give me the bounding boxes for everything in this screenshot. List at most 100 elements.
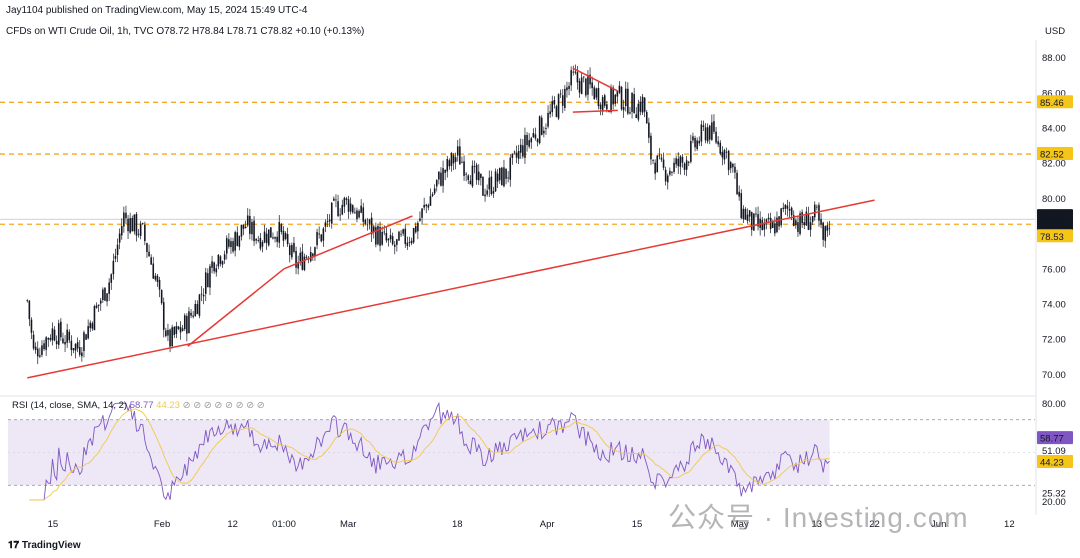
candle-body <box>528 140 530 147</box>
candle-body <box>297 262 299 269</box>
time-tick-label: 01:00 <box>272 519 296 530</box>
candle-body <box>408 242 411 243</box>
candle-body <box>215 268 218 273</box>
candle-body <box>595 88 598 98</box>
candle-body <box>49 337 52 340</box>
candle-body <box>652 160 654 161</box>
candle-body <box>755 213 757 215</box>
trendline <box>283 215 413 270</box>
candle-body <box>183 315 186 330</box>
candle-body <box>120 226 123 236</box>
candle-body <box>612 87 614 105</box>
candle-body <box>614 94 617 104</box>
tradingview-logo: 𝟏𝟕 TradingView <box>8 540 81 551</box>
candle-body <box>620 87 623 110</box>
candle-body <box>160 289 163 304</box>
candle-body <box>196 304 199 315</box>
candle-body <box>597 88 600 107</box>
candle-body <box>524 135 526 158</box>
candle-body <box>580 77 583 95</box>
rsi-tick-label: 51.09 <box>1042 446 1066 457</box>
candle-body <box>335 199 337 201</box>
candle-body <box>309 252 312 262</box>
candle-body <box>219 256 222 264</box>
candle-body <box>446 159 449 172</box>
candle-body <box>383 231 386 233</box>
candle-body <box>167 329 169 336</box>
price-tick-label: 70.00 <box>1042 370 1066 381</box>
candle-body <box>648 122 650 138</box>
candle-body <box>465 173 467 175</box>
price-tick-label: 76.00 <box>1042 264 1066 275</box>
candle-body <box>179 327 182 333</box>
candle-body <box>223 254 226 260</box>
candle-body <box>152 263 155 279</box>
candle-body <box>345 198 348 200</box>
candle-body <box>627 88 629 114</box>
candle-body <box>572 71 575 73</box>
candle-body <box>410 240 413 244</box>
candle-body <box>534 134 537 139</box>
candle-body <box>421 208 423 218</box>
candle-body <box>517 150 520 159</box>
candle-body <box>795 220 797 226</box>
candle-body <box>125 212 127 219</box>
candle-body <box>221 261 224 265</box>
candle-body <box>303 256 306 270</box>
candle-body <box>95 305 98 308</box>
candle-body <box>433 188 436 194</box>
tv-logo-icon: 𝟏𝟕 <box>8 540 20 551</box>
candle-body <box>240 224 243 237</box>
candle-body <box>606 104 608 110</box>
candle-body <box>784 204 787 209</box>
candle-body <box>746 214 749 221</box>
candle-body <box>255 238 257 241</box>
price-tag-label: 78.82 <box>1040 212 1064 223</box>
rsi-sma-line <box>29 408 830 501</box>
candle-body <box>532 132 535 138</box>
candle-body <box>603 95 606 106</box>
candle-body <box>278 222 281 243</box>
candle-body <box>257 240 260 241</box>
candle-body <box>561 95 564 106</box>
candle-body <box>127 218 129 232</box>
rsi-tick-label: 80.00 <box>1042 399 1066 410</box>
candle-body <box>738 191 740 197</box>
candle-body <box>666 175 669 183</box>
time-tick-label: 12 <box>1004 519 1015 530</box>
candle-body <box>398 231 400 241</box>
time-tick-label: 22 <box>869 519 880 530</box>
candle-body <box>51 328 54 341</box>
candle-body <box>106 293 108 302</box>
candle-body <box>274 237 276 239</box>
candle-body <box>635 114 638 118</box>
candle-body <box>576 72 579 83</box>
candle-body <box>387 238 390 241</box>
candle-body <box>364 219 367 225</box>
candle-body <box>650 135 652 160</box>
candle-body <box>47 337 50 340</box>
candle-body <box>480 173 482 179</box>
candle-body <box>624 88 627 107</box>
rsi-sma-last-value: 44.23 <box>156 400 180 411</box>
candle-body <box>782 207 785 210</box>
candle-body <box>391 236 394 245</box>
candle-body <box>32 334 35 349</box>
candle-body <box>639 101 642 112</box>
candle-body <box>322 228 325 241</box>
candle-body <box>547 112 549 127</box>
candle-body <box>62 338 64 344</box>
candle-body <box>803 222 806 226</box>
candle-body <box>526 134 528 146</box>
candle-body <box>26 300 29 302</box>
candle-body <box>568 85 570 90</box>
candle-body <box>700 124 703 142</box>
rsi-line <box>29 401 830 501</box>
candle-body <box>713 121 715 132</box>
time-tick-label: 13 <box>811 519 822 530</box>
candle-body <box>282 230 285 241</box>
candle-body <box>351 205 354 213</box>
candle-body <box>698 140 701 144</box>
price-tag-bg <box>1037 95 1073 109</box>
